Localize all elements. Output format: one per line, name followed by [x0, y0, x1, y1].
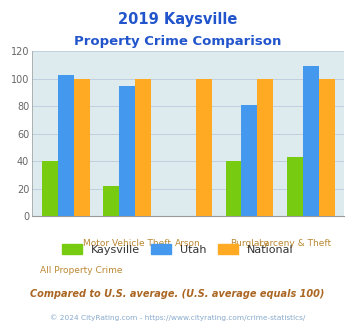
Bar [303, 66, 319, 216]
Text: Larceny & Theft: Larceny & Theft [259, 239, 332, 248]
Bar [103, 186, 119, 216]
Bar [58, 75, 73, 216]
Bar [196, 79, 212, 216]
Text: 2019 Kaysville: 2019 Kaysville [118, 12, 237, 26]
Text: Property Crime Comparison: Property Crime Comparison [74, 35, 281, 48]
Bar [73, 79, 89, 216]
Bar [257, 79, 273, 216]
Text: © 2024 CityRating.com - https://www.cityrating.com/crime-statistics/: © 2024 CityRating.com - https://www.city… [50, 314, 305, 321]
Text: Burglary: Burglary [230, 239, 269, 248]
Bar [135, 79, 151, 216]
Text: All Property Crime: All Property Crime [40, 266, 122, 275]
Bar [42, 161, 58, 216]
Text: Arson: Arson [175, 239, 201, 248]
Bar [241, 105, 257, 216]
Bar [319, 79, 334, 216]
Text: Compared to U.S. average. (U.S. average equals 100): Compared to U.S. average. (U.S. average … [30, 289, 325, 299]
Bar [119, 85, 135, 216]
Legend: Kaysville, Utah, National: Kaysville, Utah, National [60, 242, 295, 257]
Bar [225, 161, 241, 216]
Bar [287, 157, 303, 216]
Text: Motor Vehicle Theft: Motor Vehicle Theft [83, 239, 171, 248]
